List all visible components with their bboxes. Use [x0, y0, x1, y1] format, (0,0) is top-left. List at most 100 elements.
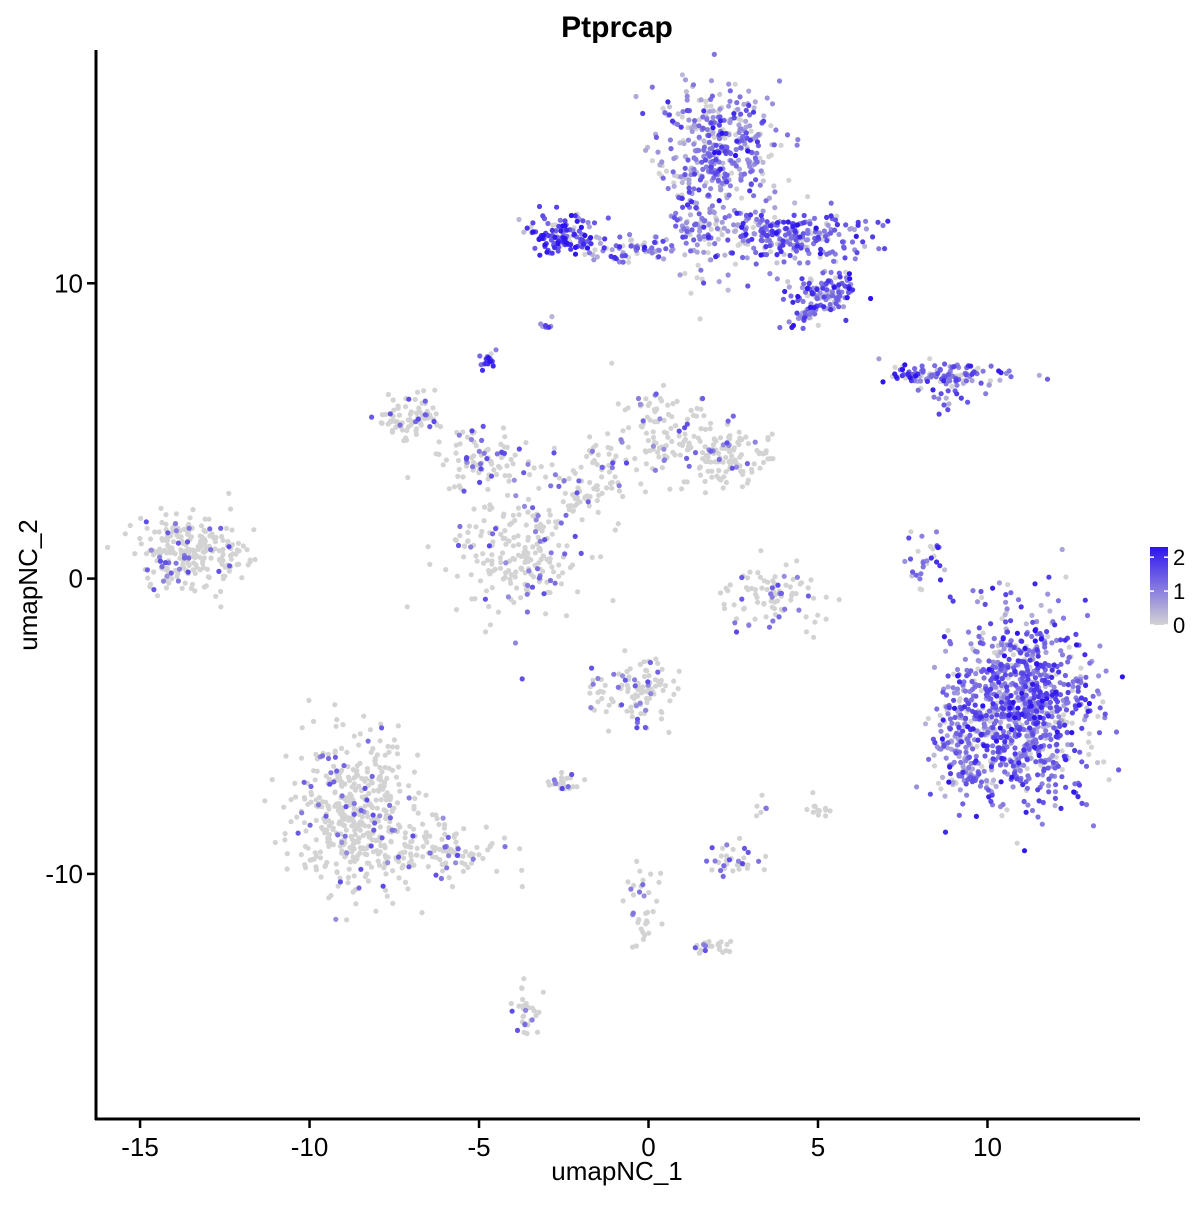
cell-point: [365, 878, 371, 884]
cell-point: [1035, 772, 1041, 778]
cell-point: [761, 118, 767, 124]
cell-point: [716, 467, 722, 474]
cell-point: [186, 525, 192, 531]
cell-point: [443, 457, 449, 463]
cell-point: [553, 519, 559, 525]
cell-point: [969, 371, 975, 377]
cell-point: [701, 249, 707, 255]
cell-point: [1079, 800, 1085, 807]
cell-point: [569, 562, 576, 568]
cell-point: [1012, 751, 1018, 757]
cell-point: [468, 572, 474, 578]
cell-point: [540, 553, 546, 559]
cell-point: [480, 423, 486, 429]
cell-point: [970, 726, 976, 732]
cell-point: [1102, 711, 1108, 717]
cell-point: [584, 453, 590, 460]
cell-point: [627, 666, 633, 672]
cell-point: [951, 697, 957, 703]
cell-point: [993, 738, 1000, 744]
x-axis-ticks: -15 -10 -5 0 5 10: [121, 1120, 1002, 1162]
cell-point: [500, 425, 507, 431]
cell-point: [400, 862, 406, 869]
cell-point: [1119, 674, 1125, 680]
cell-point: [1066, 644, 1072, 650]
cell-point: [646, 673, 652, 679]
cell-point: [1001, 653, 1008, 659]
cell-point: [1077, 749, 1083, 755]
cell-point: [821, 294, 827, 300]
cell-point: [173, 528, 179, 534]
cell-point: [735, 440, 741, 446]
cell-point: [306, 697, 312, 704]
cell-point: [766, 154, 772, 160]
cell-point: [1031, 715, 1037, 721]
cell-point: [368, 749, 374, 756]
cell-point: [565, 784, 571, 790]
cell-point: [508, 572, 514, 578]
cell-point: [713, 142, 719, 148]
cell-point: [510, 543, 516, 549]
cell-point: [746, 88, 752, 94]
cell-point: [724, 842, 730, 848]
cell-point: [397, 788, 403, 794]
cell-point: [642, 244, 648, 250]
cell-point: [698, 426, 704, 432]
cell-point: [530, 513, 536, 519]
cell-point: [337, 879, 343, 885]
cell-point: [325, 751, 331, 757]
cell-point: [820, 285, 826, 291]
cell-point: [946, 704, 952, 711]
cell-point: [758, 252, 764, 258]
cell-point: [513, 569, 519, 575]
cell-point: [629, 709, 635, 715]
cell-point: [927, 356, 933, 362]
cell-point: [990, 725, 996, 731]
cell-point: [814, 286, 820, 292]
cell-point: [1041, 766, 1047, 772]
cell-point: [953, 377, 960, 383]
cell-point: [782, 606, 788, 612]
cell-point: [660, 105, 666, 111]
cell-point: [415, 389, 421, 395]
cell-point: [637, 401, 644, 407]
cell-point: [1018, 604, 1024, 610]
cell-point: [549, 314, 555, 320]
cell-point: [679, 486, 685, 492]
cell-point: [699, 159, 705, 165]
cell-point: [1056, 714, 1062, 720]
cell-point: [1046, 574, 1052, 580]
cell-point: [499, 449, 505, 456]
cell-point: [656, 254, 662, 260]
cell-point: [736, 429, 742, 435]
cell-point: [389, 429, 395, 435]
cell-point: [324, 827, 330, 833]
cell-point: [1023, 809, 1029, 815]
cell-point: [717, 118, 724, 124]
cell-point: [617, 234, 623, 240]
cell-point: [402, 830, 408, 836]
cell-point: [1043, 649, 1049, 656]
cell-point: [1097, 643, 1103, 649]
cell-point: [143, 519, 149, 525]
cell-point: [935, 544, 941, 551]
cell-point: [758, 237, 764, 243]
cell-point: [301, 820, 307, 826]
cell-point: [1056, 669, 1062, 675]
cell-point: [397, 422, 403, 428]
cell-point: [534, 566, 541, 572]
cell-point: [745, 862, 751, 868]
cell-point: [425, 864, 431, 870]
cell-point: [968, 641, 974, 647]
cell-point: [912, 366, 918, 372]
cell-point: [744, 255, 750, 261]
cell-point: [962, 688, 969, 694]
cell-point: [735, 115, 741, 121]
cell-point: [719, 232, 725, 238]
cell-point: [742, 227, 749, 233]
cell-point: [464, 434, 471, 440]
cell-point: [622, 253, 629, 259]
cell-point: [1097, 705, 1103, 711]
cell-point: [490, 568, 496, 574]
